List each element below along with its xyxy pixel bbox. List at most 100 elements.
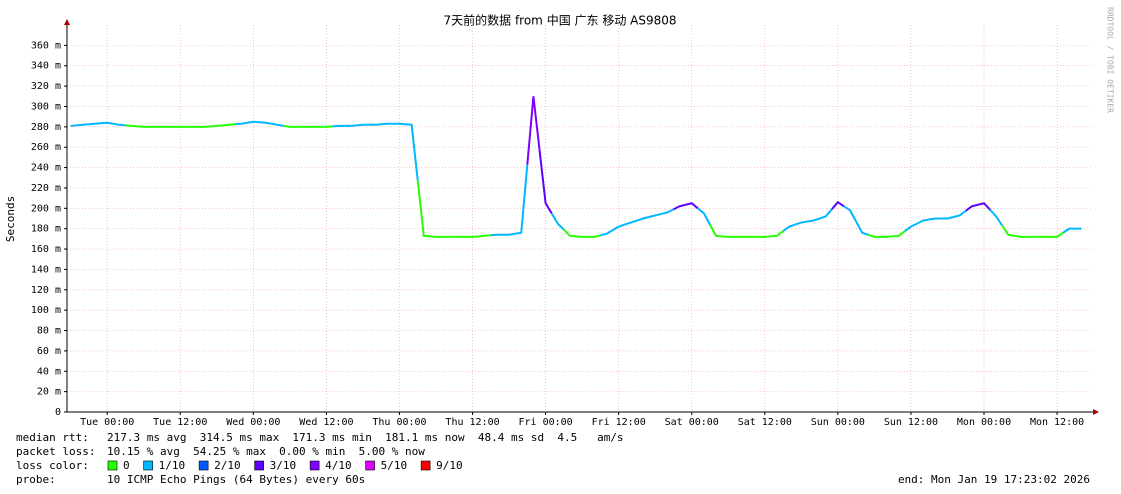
y-tick-label: 120 m <box>31 285 61 296</box>
y-tick-label: 160 m <box>31 244 61 255</box>
median-segment <box>989 209 1004 227</box>
y-axis-arrow <box>64 19 70 25</box>
y-tick-label: 240 m <box>31 163 61 174</box>
median-segment <box>514 164 529 235</box>
median-segment <box>880 235 893 238</box>
median-segment <box>320 125 333 128</box>
x-tick-label: Sat 00:00 <box>665 417 719 428</box>
x-tick-label: Fri 00:00 <box>519 417 573 428</box>
y-tick-label: 220 m <box>31 183 61 194</box>
median-segment <box>344 124 357 127</box>
median-segment <box>137 125 150 128</box>
legend-label: 4/10 <box>325 459 352 472</box>
packet-loss-text: 10.15 % avg 54.25 % max 0.00 % min 5.00 … <box>107 445 425 458</box>
median-segment <box>478 234 491 238</box>
median-segment <box>405 123 419 181</box>
x-tick-label: Mon 12:00 <box>1030 417 1084 428</box>
median-segment <box>356 123 370 127</box>
median-segment <box>222 123 236 127</box>
median-segment <box>70 124 77 127</box>
median-segment <box>770 230 784 238</box>
median-segment <box>782 223 796 233</box>
median-segment <box>393 122 406 126</box>
x-tick-label: Fri 12:00 <box>592 417 646 428</box>
median-segment <box>1062 227 1076 234</box>
median-segment <box>538 149 553 214</box>
y-tick-label: 60 m <box>37 346 61 357</box>
median-segment <box>1001 225 1015 237</box>
median-segment <box>1050 231 1064 238</box>
median-segment <box>600 229 614 237</box>
watermark: RRDTOOL / TOBI OETIKER <box>1106 7 1115 113</box>
y-tick-label: 280 m <box>31 122 61 133</box>
legend-swatch <box>143 460 153 471</box>
legend-label: 3/10 <box>270 459 297 472</box>
x-tick-label: Tue 00:00 <box>80 417 134 428</box>
legend-title: loss color: <box>16 459 89 472</box>
y-tick-label: 140 m <box>31 264 61 275</box>
legend-swatch <box>198 460 209 471</box>
median-segment <box>429 235 443 238</box>
y-tick-label: 200 m <box>31 203 61 214</box>
median-segment <box>1014 234 1027 238</box>
median-segment <box>855 221 869 236</box>
y-tick-label: 20 m <box>37 387 61 398</box>
median-segment <box>588 234 601 238</box>
median-segment <box>709 224 723 238</box>
legend-label: 9/10 <box>436 459 463 472</box>
plot-area <box>67 25 1093 412</box>
median-segment <box>502 232 516 236</box>
median-segment <box>88 122 102 126</box>
legend-label: 2/10 <box>214 459 241 472</box>
median-segment <box>867 233 881 238</box>
median-segment <box>332 124 345 128</box>
median-rtt-text: 217.3 ms avg 314.5 ms max 171.3 ms min 1… <box>107 431 624 444</box>
median-segment <box>916 218 930 225</box>
median-segment <box>563 228 577 238</box>
y-tick-label: 340 m <box>31 61 61 72</box>
median-segment <box>125 124 138 128</box>
x-tick-label: Tue 12:00 <box>153 417 207 428</box>
median-segment <box>977 202 991 211</box>
median-segment <box>416 180 430 238</box>
y-tick-label: 320 m <box>31 81 61 92</box>
y-tick-label: 260 m <box>31 142 61 153</box>
median-segment <box>941 216 954 220</box>
probe-text: 10 ICMP Echo Pings (64 Bytes) every 60s <box>107 473 365 486</box>
y-tick-label: 40 m <box>37 366 61 377</box>
y-tick-label: 300 m <box>31 101 61 112</box>
x-tick-label: Thu 12:00 <box>445 417 499 428</box>
median-segment <box>685 202 699 210</box>
median-segment <box>247 120 260 124</box>
median-segment <box>819 208 833 220</box>
x-tick-label: Wed 12:00 <box>299 417 353 428</box>
packet-loss-label: packet loss: <box>16 445 95 458</box>
legend-swatch <box>420 460 431 471</box>
median-segment <box>648 212 662 218</box>
median-segment <box>234 121 248 126</box>
x-tick-label: Sun 00:00 <box>811 417 865 428</box>
median-rtt-label: median rtt: <box>16 431 89 444</box>
median-segment <box>198 125 211 128</box>
y-tick-label: 100 m <box>31 305 61 316</box>
median-segment <box>953 210 967 218</box>
median-segment <box>76 123 90 127</box>
legend-label: 5/10 <box>381 459 408 472</box>
y-tick-label: 360 m <box>31 40 61 51</box>
median-segment <box>794 220 808 226</box>
median-segment <box>612 223 626 232</box>
median-segment <box>113 122 126 127</box>
median-segment <box>697 207 711 226</box>
median-segment <box>904 222 918 233</box>
median-segment <box>271 122 284 127</box>
x-tick-label: Sun 12:00 <box>884 417 938 428</box>
median-segment <box>259 121 272 125</box>
y-axis-label: Seconds <box>4 196 17 242</box>
median-segment <box>843 205 858 223</box>
median-segment <box>550 212 565 231</box>
end-time: end: Mon Jan 19 17:23:02 2026 <box>898 473 1090 486</box>
x-tick-label: Sat 12:00 <box>738 417 792 428</box>
y-tick-label: 80 m <box>37 326 61 337</box>
median-segment <box>965 203 979 212</box>
